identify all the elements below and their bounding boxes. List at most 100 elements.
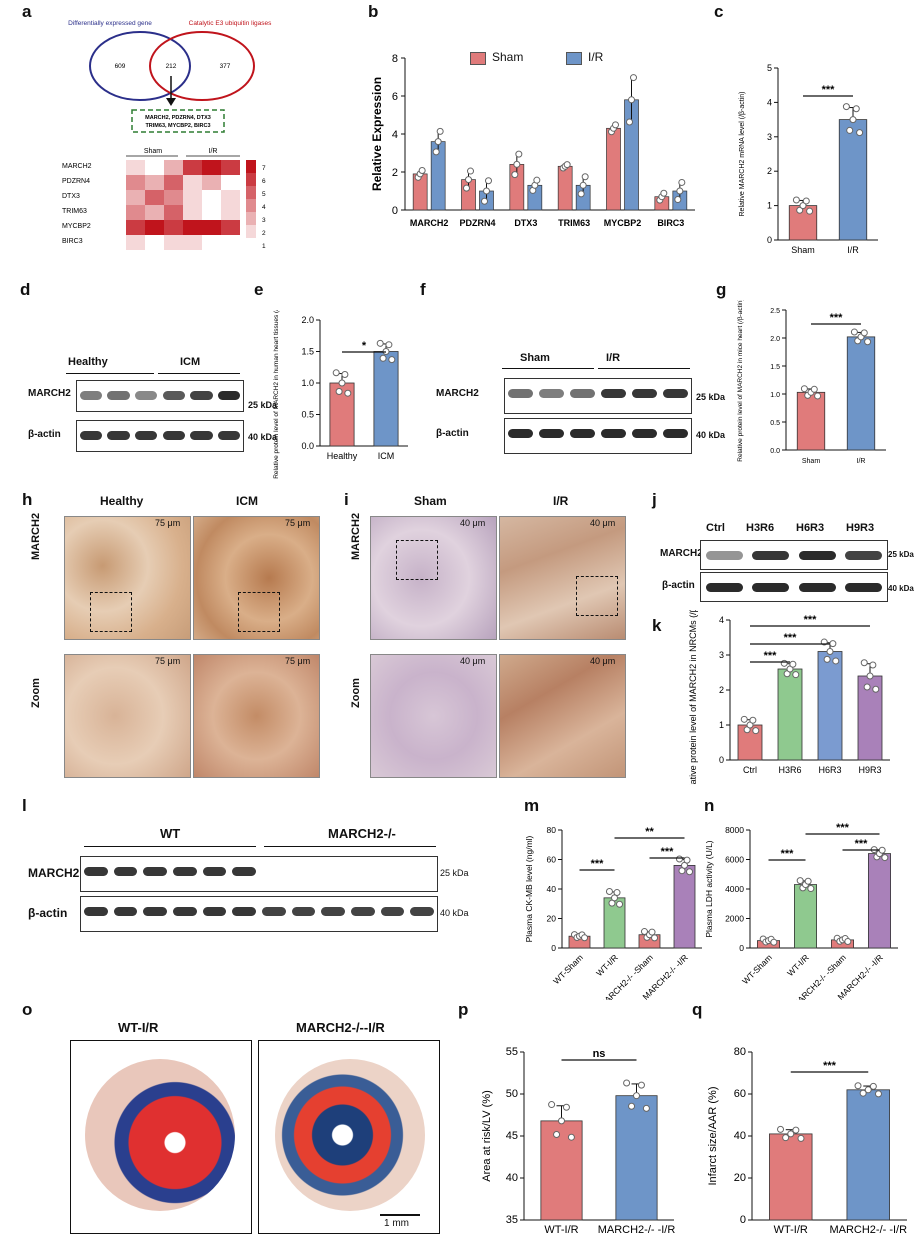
y-tick-label: 60: [734, 1088, 746, 1100]
heatmap-cell: [221, 160, 240, 175]
hist-i-sham-inset: [396, 540, 438, 580]
colorbar-tick: 7: [262, 165, 266, 172]
data-point: [787, 1130, 795, 1138]
data-point: [613, 889, 621, 897]
y-tick-label: 2.0: [301, 315, 314, 325]
data-point: [826, 648, 834, 655]
colorbar-tick: 5: [262, 191, 266, 198]
y-axis-label: Plasma CK-MB level (ng/ml): [524, 835, 534, 942]
heatmap-cell: [202, 190, 221, 205]
data-point: [799, 202, 807, 210]
heatmap-cell: [164, 235, 183, 250]
data-point: [792, 671, 800, 679]
hist-h-scale-2: 75 μm: [285, 518, 311, 528]
x-tick-label: Sham: [802, 458, 820, 465]
blot-band: [79, 431, 102, 440]
data-point: [640, 928, 648, 936]
panel-label-f: f: [420, 280, 426, 299]
heat-col-sham: Sham: [144, 148, 162, 155]
ttc-col-wt: WT-I/R: [118, 1020, 159, 1035]
chart-c: 0 1 2 3 4 5 Relative MARCH2 mRNA level (/β-act…: [739, 63, 878, 255]
panel-label-l: l: [22, 796, 27, 815]
data-point: [434, 138, 442, 146]
blot-j-marker-40: 40 kDa: [888, 584, 914, 593]
chart-e: 0.0 0.5 1.0 1.5 2.0 Relative protein level of…: [273, 310, 408, 479]
blot-j-lane-h6r3: H6R3: [796, 522, 825, 534]
colorbar-cell: [246, 186, 256, 199]
panel-label-m: m: [524, 796, 540, 815]
blot-band: [232, 907, 257, 916]
bar: [373, 351, 399, 447]
blot-d-march2-strip: [76, 380, 244, 412]
y-axis-label: Relative protein level of MARCH2 in huma…: [273, 310, 280, 479]
heatmap-cell: [126, 160, 145, 175]
y-axis-label: Infarct size/AAR (%): [707, 1086, 719, 1185]
blot-band: [410, 867, 434, 876]
x-tick-label: MARCH2-/- -I/R: [829, 1224, 907, 1236]
data-point: [807, 885, 815, 893]
x-tick-label: MARCH2-/- -I/R: [598, 1224, 676, 1236]
blot-d-row-march2: MARCH2: [28, 388, 71, 399]
data-point: [553, 1130, 561, 1138]
heatmap-cell: [221, 220, 240, 235]
chart-b: 0 2 4 6 8 Relative Expression MARCH2 PDZRN4 DTX3…: [370, 53, 695, 228]
x-tick-label: BIRC3: [657, 218, 684, 228]
data-point: [623, 1079, 631, 1087]
data-point: [854, 1082, 862, 1090]
arrow-head-icon: [166, 98, 176, 106]
data-point: [856, 129, 864, 137]
hist-h-icm-image: [193, 516, 320, 640]
heat-row-3: TRIM63: [62, 208, 87, 215]
data-point: [860, 659, 868, 667]
data-point: [676, 187, 684, 195]
hist-h-healthy-zoom: [64, 654, 191, 778]
blot-band: [381, 867, 405, 876]
blot-l-marker-25: 25 kDa: [440, 868, 469, 878]
blot-band: [135, 431, 158, 440]
blot-j-row-march2: MARCH2: [660, 548, 703, 559]
panel-label-e: e: [254, 280, 264, 299]
hist-i-scale-1: 40 μm: [460, 518, 486, 528]
significance-label: ***: [661, 846, 675, 858]
legend-sham-swatch: [470, 52, 486, 65]
data-point: [802, 197, 810, 205]
significance-label: *: [362, 340, 367, 352]
y-tick-label: 2: [767, 166, 772, 176]
data-point: [630, 74, 637, 82]
y-tick-label: 80: [734, 1046, 746, 1058]
data-point: [881, 854, 889, 862]
data-point: [379, 354, 387, 362]
colorbar-tick: 4: [262, 204, 266, 211]
blot-band: [798, 583, 836, 592]
x-tick-label: MARCH2: [410, 218, 449, 228]
y-tick-label: 20: [547, 914, 557, 924]
x-tick-label: WT-I/R: [785, 952, 811, 978]
colorbar-cell: [246, 160, 256, 173]
blot-band: [845, 551, 883, 560]
data-point: [660, 189, 668, 197]
venn-right-count: 377: [220, 63, 231, 70]
bar: [838, 119, 868, 241]
data-point: [628, 1102, 636, 1110]
data-point: [874, 1090, 882, 1098]
significance-label: ***: [781, 848, 795, 860]
data-point: [823, 655, 831, 663]
y-tick-label: 0: [739, 943, 744, 953]
heatmap-cell: [183, 175, 202, 190]
data-point: [800, 385, 808, 393]
heatmap-cell: [164, 175, 183, 190]
blot-band: [663, 389, 688, 398]
gene-box-line-1: MARCH2, PDZRN4, DTX3: [145, 115, 211, 121]
y-tick-label: 2.0: [770, 336, 780, 343]
data-point: [513, 160, 521, 168]
hist-h-row-march2: MARCH2: [30, 512, 42, 560]
heatmap-cell: [145, 175, 164, 190]
data-point: [878, 846, 886, 854]
blot-band: [172, 867, 197, 876]
data-point: [511, 171, 519, 179]
y-axis-label: Relative protein level of MARCH2 in mice…: [737, 300, 744, 462]
heatmap-cell: [126, 190, 145, 205]
data-point: [796, 206, 804, 214]
y-tick-label: 2.5: [770, 308, 780, 315]
data-point: [335, 388, 343, 396]
